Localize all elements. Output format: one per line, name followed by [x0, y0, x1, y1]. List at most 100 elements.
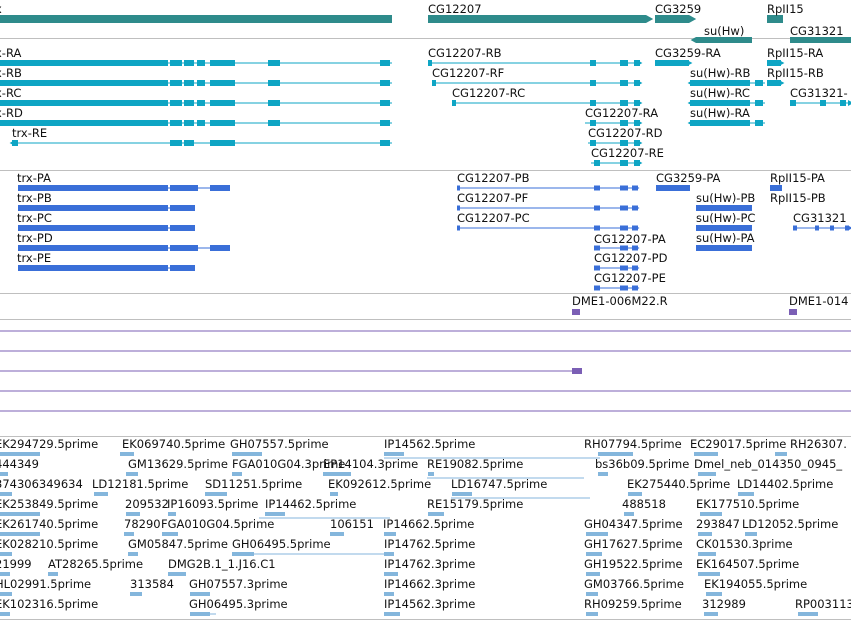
protein-arrow[interactable]	[848, 225, 851, 231]
ests-label[interactable]: IP14462.5prime	[265, 497, 357, 511]
transcript-exon[interactable]	[210, 60, 235, 66]
transcript-arrow[interactable]	[637, 80, 643, 86]
transcript-exon[interactable]	[197, 120, 205, 126]
est-block[interactable]	[452, 492, 472, 496]
protein-exon[interactable]	[594, 245, 600, 251]
gene-bar[interactable]	[655, 15, 689, 23]
protein-arrow[interactable]	[635, 245, 640, 251]
protein-exon[interactable]	[696, 245, 752, 251]
transcript-exon[interactable]	[620, 160, 628, 166]
ests-label[interactable]: EK194055.5prime	[704, 577, 808, 591]
transcripts-label[interactable]: CG12207-RA	[585, 106, 659, 120]
genes-label[interactable]: su(Hw)	[704, 24, 745, 38]
ests-label[interactable]: EK092612.5prime	[328, 477, 432, 491]
transcript-exon[interactable]	[210, 120, 235, 126]
ests-label[interactable]: GH07557.5prime	[230, 437, 329, 451]
protein-exon[interactable]	[620, 205, 628, 211]
ests-label[interactable]: IP14562.3prime	[384, 597, 476, 611]
gene-bar[interactable]	[767, 15, 783, 23]
protein-exon[interactable]	[696, 225, 752, 231]
est-block[interactable]	[232, 472, 242, 476]
transcript-arrow[interactable]	[779, 80, 785, 86]
gene-bar[interactable]	[0, 15, 392, 23]
protein-exon[interactable]	[210, 245, 230, 251]
ests-label[interactable]: EK069740.5prime	[122, 437, 226, 451]
transcript-exon[interactable]	[170, 80, 182, 86]
est-block[interactable]	[168, 512, 176, 516]
protein-exon[interactable]	[594, 285, 600, 291]
est-block[interactable]	[698, 532, 712, 536]
ests-label[interactable]: RH26307.	[790, 437, 847, 451]
ests-label[interactable]: 106151	[330, 517, 374, 531]
protein-arrow[interactable]	[635, 265, 640, 271]
proteins-label[interactable]: trx-PD	[17, 231, 53, 245]
est-block[interactable]	[700, 512, 722, 516]
protein-exon[interactable]	[18, 185, 168, 191]
transcript-exon[interactable]	[0, 80, 168, 86]
transcript-arrow[interactable]	[637, 60, 643, 66]
clone-marker[interactable]	[572, 309, 580, 315]
transcript-exon[interactable]	[197, 80, 205, 86]
transcript-exon[interactable]	[210, 80, 235, 86]
transcripts-label[interactable]: su(Hw)-RC	[690, 86, 750, 100]
est-block[interactable]	[0, 492, 12, 496]
ests-label[interactable]: LD14402.5prime	[737, 477, 834, 491]
est-block[interactable]	[706, 592, 722, 596]
transcript-exon[interactable]	[790, 100, 796, 106]
protein-arrow[interactable]	[635, 225, 640, 231]
ests-label[interactable]: AT28265.5prime	[48, 557, 144, 571]
est-block[interactable]	[48, 572, 58, 576]
transcript-exon[interactable]	[820, 100, 826, 106]
ests-label[interactable]: IP14662.5prime	[383, 517, 475, 531]
transcript-exon[interactable]	[184, 60, 194, 66]
transcript-exon[interactable]	[755, 80, 763, 86]
transcripts-label[interactable]: su(Hw)-RB	[690, 66, 751, 80]
clone-marker[interactable]	[789, 309, 797, 315]
protein-arrow[interactable]	[635, 205, 640, 211]
clones-label[interactable]: DME1-006M22.R	[572, 294, 668, 308]
protein-exon[interactable]	[210, 185, 230, 191]
est-block[interactable]	[586, 612, 598, 616]
protein-exon[interactable]	[457, 185, 460, 191]
ests-label[interactable]: IP16093.5prime	[167, 497, 259, 511]
transcript-exon[interactable]	[755, 120, 763, 126]
genes-label[interactable]: CG3259	[655, 2, 702, 16]
transcript-exon[interactable]	[197, 60, 205, 66]
gene-arrow[interactable]	[690, 37, 696, 43]
est-block[interactable]	[384, 572, 398, 576]
transcript-exon[interactable]	[268, 60, 280, 66]
ests-label[interactable]: EK102316.5prime	[0, 597, 99, 611]
ests-label[interactable]: GM03766.5prime	[584, 577, 684, 591]
transcript-exon[interactable]	[590, 100, 596, 106]
transcript-exon[interactable]	[184, 140, 194, 146]
transcript-arrow[interactable]	[687, 60, 693, 66]
transcript-exon[interactable]	[170, 60, 182, 66]
transcript-arrow[interactable]	[0, 120, 3, 126]
transcript-arrow[interactable]	[0, 80, 3, 86]
ests-label[interactable]: GH06495.3prime	[189, 597, 288, 611]
protein-exon[interactable]	[170, 205, 195, 211]
ests-label[interactable]: GH06495.5prime	[232, 537, 331, 551]
protein-arrow[interactable]	[635, 285, 640, 291]
ests-label[interactable]: EP14104.3prime	[323, 457, 419, 471]
proteins-label[interactable]: CG3259-PA	[656, 171, 721, 185]
transcript-exon[interactable]	[170, 140, 182, 146]
ests-label[interactable]: GH04347.5prime	[584, 517, 683, 531]
transcript-exon[interactable]	[184, 80, 194, 86]
transcript-exon[interactable]	[0, 120, 168, 126]
est-block[interactable]	[0, 472, 8, 476]
proteins-label[interactable]: su(Hw)-PB	[696, 191, 756, 205]
ests-label[interactable]: GH17627.5prime	[584, 537, 683, 551]
transcript-arrow[interactable]	[848, 100, 851, 106]
protein-exon[interactable]	[620, 285, 628, 291]
transcript-exon[interactable]	[767, 80, 781, 86]
ests-label[interactable]: EK275440.5prime	[627, 477, 731, 491]
transcript-exon[interactable]	[620, 80, 628, 86]
est-block[interactable]	[0, 572, 10, 576]
ests-label[interactable]: RH09259.5prime	[584, 597, 682, 611]
ests-label[interactable]: LD12181.5prime	[92, 477, 189, 491]
ests-label[interactable]: GH07557.3prime	[189, 577, 288, 591]
transcripts-label[interactable]: CG3259-RA	[655, 46, 721, 60]
protein-exon[interactable]	[620, 245, 628, 251]
transcript-exon[interactable]	[620, 120, 628, 126]
